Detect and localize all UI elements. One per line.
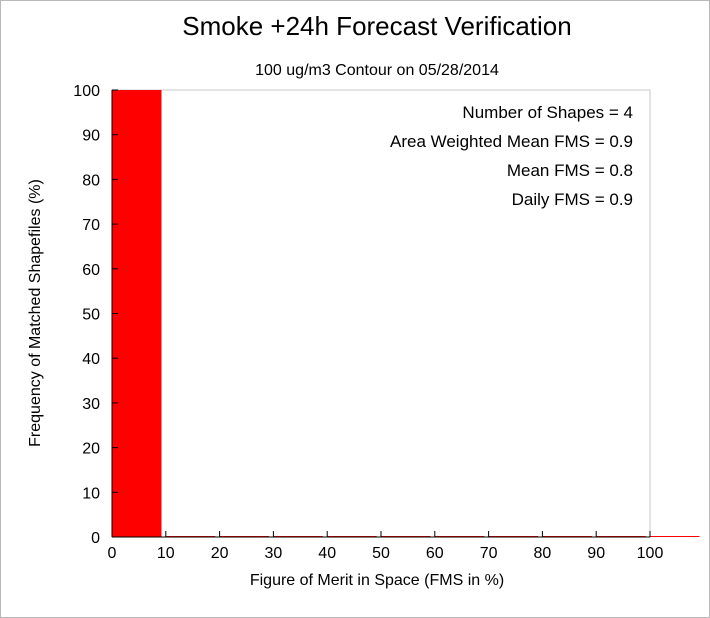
bars-group [112,90,700,537]
y-tick-label-100: 100 [73,83,100,100]
x-tick-label-40: 40 [318,545,336,562]
plot-area [111,89,651,538]
x-tick-label-80: 80 [534,545,552,562]
x-tick-label-100: 100 [637,545,664,562]
x-tick-label-60: 60 [426,545,444,562]
y-tick-label-0: 0 [91,530,100,547]
y-tick-label-80: 80 [82,172,100,189]
y-tick-label-90: 90 [82,128,100,145]
x-tick-label-30: 30 [265,545,283,562]
y-tick-label-30: 30 [82,396,100,413]
y-tick-label-70: 70 [82,217,100,234]
y-axis-label: Frequency of Matched Shapefiles (%) [27,179,44,447]
y-tick-label-10: 10 [82,485,100,502]
x-tick-label-50: 50 [372,545,390,562]
y-ticks-group: 0 10 20 30 40 50 60 70 80 90 100 [73,83,118,547]
y-tick-label-50: 50 [82,307,100,324]
x-tick-label-90: 90 [587,545,605,562]
y-tick-label-20: 20 [82,441,100,458]
annotation-2: Mean FMS = 0.8 [507,161,633,180]
bar-0-10 [112,90,162,537]
annotations-group: Number of Shapes = 4 Area Weighted Mean F… [390,103,633,209]
y-tick-label-40: 40 [82,351,100,368]
annotation-3: Daily FMS = 0.9 [512,190,633,209]
y-tick-label-60: 60 [82,262,100,279]
annotation-0: Number of Shapes = 4 [462,103,633,122]
x-tick-label-70: 70 [480,545,498,562]
annotation-1: Area Weighted Mean FMS = 0.9 [390,132,633,151]
x-tick-label-10: 10 [157,545,175,562]
x-tick-label-20: 20 [211,545,229,562]
chart-subtitle: 100 ug/m3 Contour on 05/28/2014 [255,62,499,79]
chart-title: Smoke +24h Forecast Verification [182,11,571,41]
x-axis-label: Figure of Merit in Space (FMS in %) [250,572,504,589]
x-tick-label-0: 0 [108,545,117,562]
bar-100+ [650,536,700,537]
x-ticks-group: 0 10 20 30 40 50 60 70 80 90 100 [108,531,664,562]
